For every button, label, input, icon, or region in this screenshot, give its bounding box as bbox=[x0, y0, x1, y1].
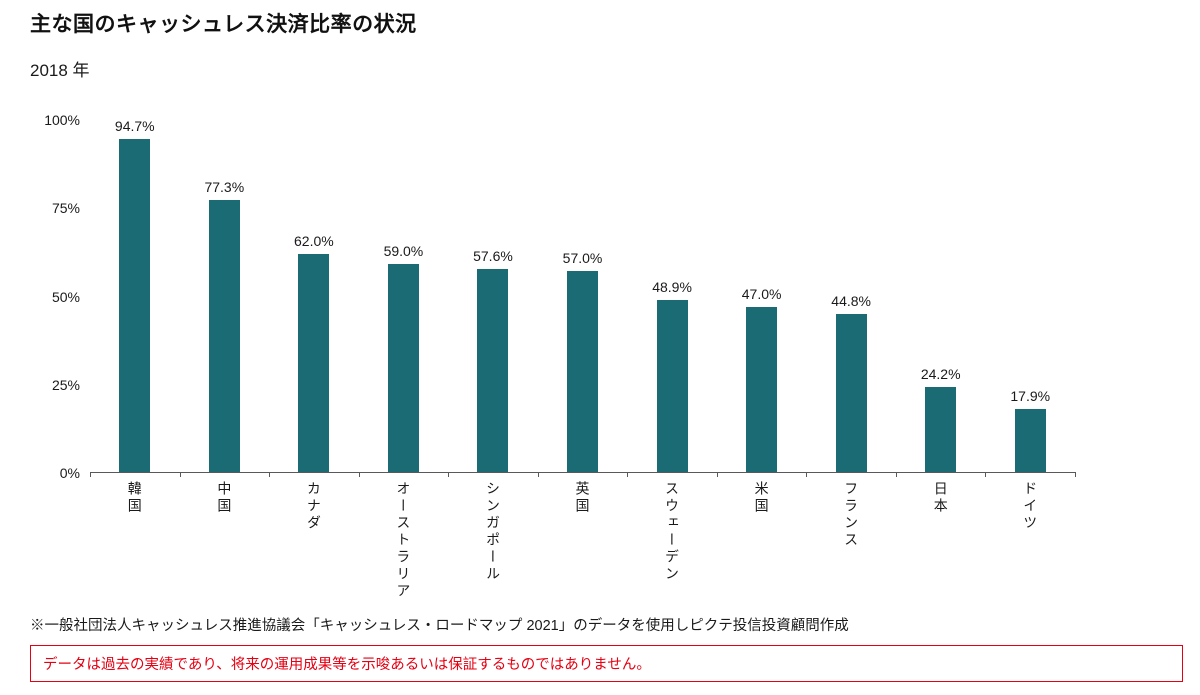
bar bbox=[1014, 409, 1046, 472]
bar bbox=[925, 386, 957, 472]
x-axis-tick bbox=[627, 472, 629, 477]
x-axis-tick bbox=[448, 472, 450, 477]
category-label: オーストラリア bbox=[395, 481, 412, 600]
category-label-cell: 韓国 bbox=[90, 481, 180, 600]
bars-row: 94.7% 77.3% 62.0% 59.0% 57.6% 57.0% 48.9% 47.0%… bbox=[90, 117, 1075, 472]
bar bbox=[835, 314, 867, 472]
bar-value-label: 17.9% bbox=[1010, 388, 1051, 404]
bar-column: 24.2% bbox=[896, 120, 986, 472]
category-label: カナダ bbox=[305, 481, 322, 532]
disclaimer-text: データは過去の実績であり、将来の運用成果等を示唆あるいは保証するものではありませ… bbox=[43, 657, 651, 673]
bar bbox=[119, 138, 151, 472]
source-footnote: ※一般社団法人キャッシュレス推進協議会「キャッシュレス・ロードマップ 2021」… bbox=[30, 618, 849, 634]
x-axis-tick bbox=[806, 472, 808, 477]
bar-column: 48.9% bbox=[627, 120, 717, 472]
bar bbox=[477, 269, 509, 472]
category-label: 中国 bbox=[216, 481, 233, 515]
x-axis-tick bbox=[537, 472, 539, 477]
bar-value-label: 59.0% bbox=[383, 243, 424, 260]
bar-value-label: 44.8% bbox=[831, 293, 871, 310]
category-label-cell: カナダ bbox=[269, 481, 359, 600]
category-label: 日本 bbox=[932, 481, 949, 515]
y-tick-label: 50% bbox=[51, 288, 80, 305]
bar bbox=[387, 264, 419, 472]
bar bbox=[746, 306, 778, 472]
bar-column: 94.7% bbox=[90, 117, 180, 472]
category-label: スウェーデン bbox=[664, 481, 681, 583]
bar-column: 62.0% bbox=[269, 120, 359, 472]
x-axis-tick bbox=[179, 472, 181, 477]
category-label-cell: 英国 bbox=[538, 481, 628, 600]
disclaimer-box: データは過去の実績であり、将来の運用成果等を示唆あるいは保証するものではありませ… bbox=[30, 645, 1183, 682]
bar-value-label: 47.0% bbox=[741, 285, 782, 302]
category-label-cell: シンガポール bbox=[448, 481, 538, 600]
bar-column: 44.8% bbox=[806, 120, 896, 472]
bar-value-label: 24.2% bbox=[920, 365, 961, 382]
category-label: 韓国 bbox=[126, 481, 143, 515]
category-label-cell: 中国 bbox=[180, 481, 270, 600]
x-axis-tick bbox=[1075, 472, 1076, 477]
bar-value-label: 77.3% bbox=[204, 178, 245, 195]
bar-column: 59.0% bbox=[359, 120, 449, 472]
x-axis-tick bbox=[90, 472, 91, 477]
bar bbox=[567, 271, 598, 472]
category-label-cell: 米国 bbox=[717, 481, 807, 600]
x-axis-tick bbox=[358, 472, 360, 477]
category-label-cell: ドイツ bbox=[985, 481, 1075, 600]
category-label-cell: オーストラリア bbox=[359, 481, 449, 600]
y-tick-label: 75% bbox=[51, 200, 80, 217]
x-axis-tick bbox=[716, 472, 718, 477]
category-label: 米国 bbox=[753, 481, 770, 515]
bar bbox=[208, 199, 240, 472]
bar-column: 77.3% bbox=[180, 120, 270, 472]
bar-value-label: 62.0% bbox=[294, 232, 334, 249]
bar bbox=[298, 253, 330, 472]
x-axis-ticks bbox=[90, 472, 1076, 477]
bar bbox=[656, 299, 688, 472]
plot-area: 94.7% 77.3% 62.0% 59.0% 57.6% 57.0% 48.9% 47.0%… bbox=[90, 117, 1076, 477]
category-label-cell: スウェーデン bbox=[627, 481, 717, 600]
x-axis-tick bbox=[985, 472, 987, 477]
plot-wrap: 0% 25% 50% 75% 100% 94.7% 77.3% 62.0% 59.0% 57.6… bbox=[30, 112, 1180, 481]
y-axis: 0% 25% 50% 75% 100% bbox=[30, 112, 90, 481]
category-labels-row: 韓国 中国 カナダ オーストラリア シンガポール 英国 スウェーデン 米国 フランス 日本 ドイツ bbox=[90, 473, 1075, 600]
bar-value-label: 48.9% bbox=[652, 278, 692, 295]
bar-value-label: 94.7% bbox=[114, 117, 155, 134]
category-label: フランス bbox=[843, 481, 860, 549]
category-label: シンガポール bbox=[484, 481, 501, 583]
bar-chart: 0% 25% 50% 75% 100% 94.7% 77.3% 62.0% 59.0% 57.6… bbox=[30, 112, 1180, 600]
bar-value-label: 57.6% bbox=[473, 248, 513, 265]
bar-column: 57.6% bbox=[448, 120, 538, 472]
y-tick-label: 25% bbox=[51, 376, 80, 393]
bar-column: 17.9% bbox=[985, 120, 1075, 472]
category-label: 英国 bbox=[574, 481, 591, 515]
category-label-cell: 日本 bbox=[896, 481, 986, 600]
bar-column: 57.0% bbox=[538, 120, 628, 472]
x-axis-tick bbox=[895, 472, 897, 477]
page-title: 主な国のキャッシュレス決済比率の状況 bbox=[30, 13, 417, 36]
category-label: ドイツ bbox=[1022, 481, 1039, 532]
category-label-cell: フランス bbox=[806, 481, 896, 600]
bar-column: 47.0% bbox=[717, 120, 807, 472]
chart-year-subtitle: 2018 年 bbox=[30, 61, 90, 80]
y-tick-label: 0% bbox=[59, 465, 80, 481]
bar-value-label: 57.0% bbox=[562, 250, 603, 267]
x-axis-tick bbox=[269, 472, 271, 477]
y-tick-label: 100% bbox=[44, 112, 80, 128]
